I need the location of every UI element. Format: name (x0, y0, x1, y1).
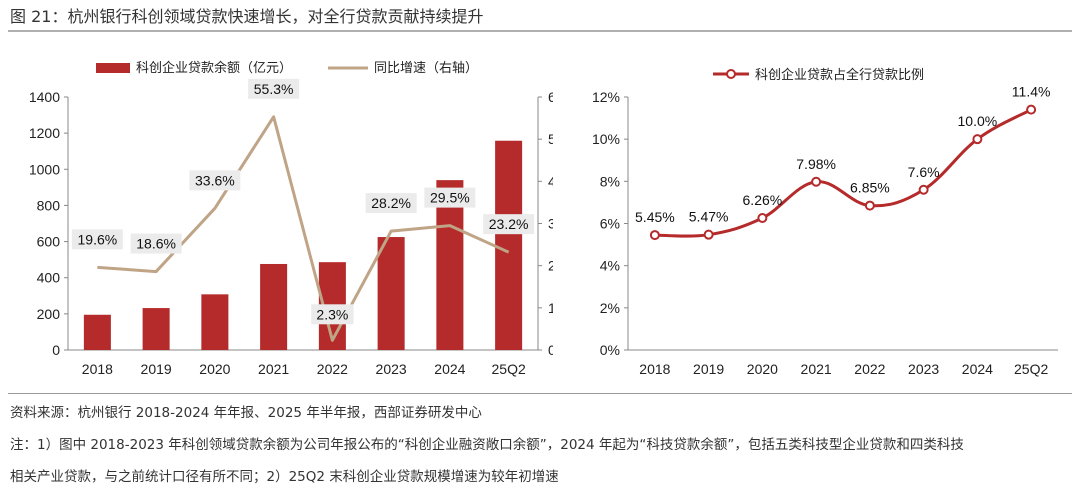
data-label-bg (189, 170, 241, 191)
right-y-tick-label: 10% (548, 300, 553, 316)
y-tick-label: 6% (600, 216, 620, 232)
x-tick-label: 2021 (258, 361, 289, 377)
x-tick-label: 25Q2 (1014, 361, 1048, 377)
title-divider (8, 30, 1072, 32)
left-y-tick-label: 600 (37, 234, 61, 250)
note-text-line-1: 注：1）图中 2018-2023 年科创领域贷款余额为公司年报公布的“科创企业融… (10, 437, 964, 453)
data-label: 29.5% (430, 190, 470, 206)
data-label: 6.85% (850, 180, 890, 196)
x-tick-label: 2022 (317, 361, 348, 377)
x-tick-label: 25Q2 (492, 361, 526, 377)
data-label: 5.45% (635, 209, 675, 225)
y-tick-label: 4% (600, 258, 620, 274)
left-y-tick-label: 0 (52, 342, 60, 358)
left-y-tick-label: 1000 (29, 161, 60, 177)
note-text-line-2: 相关产业贷款，与之前统计口径有所不同；2）25Q2 末科创企业贷款规模增速为较年… (10, 469, 559, 485)
legend-label-line: 同比增速（右轴） (374, 60, 478, 75)
data-label: 55.3% (254, 81, 294, 97)
share-point (864, 200, 875, 211)
data-label: 28.2% (371, 195, 411, 211)
y-tick-label: 2% (600, 300, 620, 316)
data-label: 5.47% (689, 209, 729, 225)
left-y-tick-label: 1400 (29, 89, 60, 105)
data-label: 6.26% (743, 192, 783, 208)
legend-label-share: 科创企业贷款占全行贷款比例 (755, 67, 924, 82)
legend-swatch-bar (96, 63, 130, 73)
data-label: 7.98% (796, 156, 836, 172)
y-tick-label: 0% (600, 342, 620, 358)
x-tick-label: 2018 (639, 361, 670, 377)
share-line (654, 108, 1032, 238)
bar (142, 308, 170, 350)
data-label-bg (311, 304, 354, 325)
figure-title: 图 21：杭州银行科创领域贷款快速增长，对全行贷款贡献持续提升 (10, 7, 484, 26)
x-tick-label: 2020 (747, 361, 778, 377)
data-label-bg (71, 229, 123, 250)
left-y-tick-label: 800 (37, 197, 61, 213)
x-tick-label: 2021 (801, 361, 832, 377)
bar (495, 140, 523, 350)
x-tick-label: 2019 (693, 361, 724, 377)
y-tick-label: 12% (592, 89, 620, 105)
left-y-tick-label: 200 (37, 306, 61, 322)
data-label-bg (483, 214, 535, 235)
bar (83, 314, 111, 350)
x-tick-label: 2024 (962, 361, 993, 377)
share-point (972, 134, 983, 145)
y-tick-label: 10% (592, 131, 620, 147)
x-tick-label: 2020 (199, 361, 230, 377)
growth-line (97, 115, 510, 342)
right-y-tick-label: 50% (548, 131, 553, 147)
loan-share-chart: 科创企业贷款占全行贷款比例 0% 2% 4% 6% 8% 10% 12% 2018 2019 202… (592, 67, 1058, 377)
bar (201, 294, 229, 350)
share-point (1026, 104, 1037, 115)
data-label: 33.6% (195, 172, 235, 188)
data-label-bg (365, 193, 417, 214)
share-point (757, 213, 768, 224)
right-y-tick-label: 40% (548, 173, 553, 189)
y-tick-label: 8% (600, 173, 620, 189)
data-label-bg (130, 233, 182, 254)
left-y-tick-label: 1200 (29, 125, 60, 141)
x-tick-label: 2019 (141, 361, 172, 377)
bar (377, 237, 405, 350)
source-text: 资料来源：杭州银行 2018-2024 年年报、2025 年半年报，西部证券研发… (10, 405, 482, 421)
x-tick-label: 2023 (908, 361, 939, 377)
loan-balance-growth-chart: 科创企业贷款余额（亿元） 同比增速（右轴） 0 200 400 600 800 1000 120… (29, 60, 553, 377)
share-point (918, 184, 929, 195)
data-label: 7.6% (908, 164, 940, 180)
right-y-tick-label: 60% (548, 89, 553, 105)
legend-label-bar: 科创企业贷款余额（亿元） (136, 60, 292, 75)
share-point (811, 176, 822, 187)
footer-divider (8, 393, 1072, 394)
data-label: 18.6% (136, 236, 176, 252)
data-label: 10.0% (958, 113, 998, 129)
right-y-tick-label: 0% (548, 342, 553, 358)
bar (436, 180, 464, 350)
data-label: 11.4% (1012, 84, 1051, 100)
right-y-tick-label: 20% (548, 258, 553, 274)
x-tick-label: 2018 (82, 361, 113, 377)
x-tick-label: 2024 (434, 361, 465, 377)
data-label-bg (248, 78, 300, 99)
x-tick-label: 2022 (854, 361, 885, 377)
right-y-tick-label: 30% (548, 216, 553, 232)
bar (260, 263, 288, 350)
share-point (703, 229, 714, 240)
data-label: 23.2% (489, 216, 529, 232)
data-label: 2.3% (316, 306, 348, 322)
legend-swatch-marker (726, 69, 736, 79)
data-label-bg (424, 187, 476, 208)
data-label: 19.6% (78, 231, 118, 247)
left-y-tick-label: 400 (37, 270, 61, 286)
x-tick-label: 2023 (376, 361, 407, 377)
share-point (649, 230, 660, 241)
